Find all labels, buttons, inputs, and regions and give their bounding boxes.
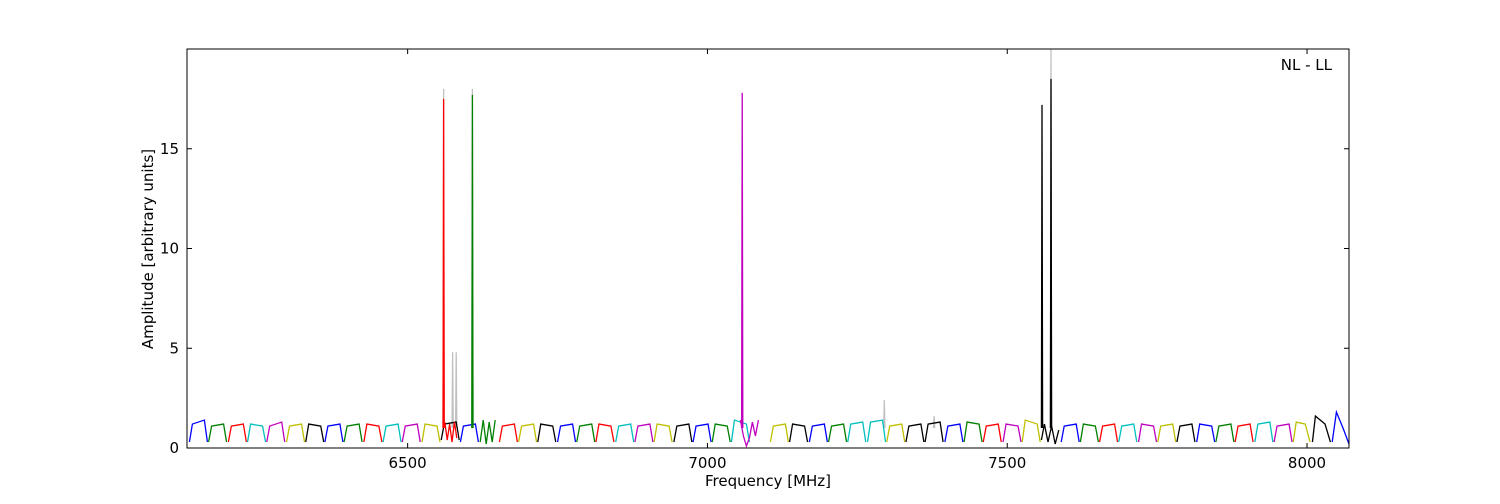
axes-frame [186, 48, 1350, 449]
spectrum-line [886, 423, 906, 443]
spectrum-line [471, 94, 474, 429]
spectrum-line [459, 423, 480, 443]
plot-area [188, 49, 1349, 448]
spectrum-line [692, 423, 712, 443]
y-tick-label: 10 [160, 240, 179, 258]
spectrum-line [740, 92, 744, 429]
spectrum-line [739, 419, 760, 448]
spectrum-line [866, 419, 887, 443]
spectrum-line [188, 419, 209, 443]
spectrum-line [363, 423, 383, 443]
y-tick-label: 5 [169, 339, 179, 357]
spectrum-line [1196, 423, 1216, 443]
y-tick-label: 0 [169, 439, 179, 457]
spectrum-line [1234, 423, 1254, 443]
spectrum-line [1002, 423, 1022, 443]
spectrum-line [944, 423, 964, 443]
spectrum-line [883, 400, 886, 429]
spectrum-line [827, 423, 848, 443]
spectrum-line [285, 423, 306, 443]
spectrum-line [498, 423, 519, 443]
spectrum-line [905, 423, 925, 443]
spectrum-line [653, 423, 673, 443]
x-tick-label: 7000 [688, 454, 726, 472]
spectrum-line [479, 419, 496, 445]
spectrum-line [444, 421, 458, 443]
spectrum-line [556, 423, 577, 443]
spectrum-line [227, 423, 248, 443]
x-tick-label: 7500 [988, 454, 1026, 472]
spectrum-line [442, 98, 445, 429]
y-axis-label: Amplitude [arbitrary units] [139, 149, 157, 349]
spectrum-line [207, 423, 228, 443]
spectrum-line [266, 421, 286, 443]
spectrum-line [615, 423, 635, 443]
spectrum-line [1040, 104, 1044, 429]
x-tick-label: 6500 [389, 454, 427, 472]
spectrum-line [537, 423, 557, 443]
spectrum-line [305, 423, 325, 443]
spectrum-line [1137, 423, 1158, 443]
x-tick-label: 8000 [1288, 454, 1326, 472]
spectrum-line [440, 421, 460, 441]
spectrum-line [1254, 421, 1274, 443]
spectrum-line [324, 423, 344, 443]
spectrum-line [1021, 419, 1041, 443]
spectrum-line [1060, 423, 1080, 443]
spectrum-line [769, 423, 790, 443]
spectrum-line [246, 423, 267, 443]
spectrum-line [1098, 423, 1119, 443]
spectrum-line [808, 423, 829, 443]
spectrum-line [1176, 423, 1196, 443]
spectrum-line [401, 423, 421, 443]
spectrum-line [1273, 423, 1293, 443]
spectrum-line [788, 423, 809, 443]
spectrum-line [1040, 423, 1060, 445]
spectrum-line [454, 352, 458, 429]
spectrum-line [924, 421, 944, 443]
spectrum-line [963, 421, 983, 443]
spectrum-line [595, 423, 615, 443]
spectrum-line [1292, 421, 1311, 443]
spectrum-line [1157, 423, 1177, 443]
spectrum-line [932, 416, 936, 429]
spectrum-line [451, 352, 454, 429]
spectrum-line [711, 423, 731, 443]
spectrum-line [421, 423, 441, 443]
spectrum-line [1311, 414, 1332, 443]
spectrum-line [1118, 423, 1138, 443]
spectrum-line [673, 423, 693, 443]
y-tick-label: 15 [160, 140, 179, 158]
spectrum-line [343, 423, 363, 443]
spectrum-line [517, 423, 538, 443]
spectrum-line [1079, 423, 1100, 443]
spectrum-line [634, 423, 654, 443]
spectrum-line [382, 423, 402, 443]
spectrum-line [1049, 78, 1053, 429]
spectrum-line [847, 421, 867, 443]
spectrum-line [982, 423, 1002, 443]
spectrum-line [576, 423, 596, 443]
spectrum-line [1215, 423, 1235, 443]
spectrum-line [1331, 409, 1349, 445]
x-axis-label: Frequency [MHz] [705, 472, 831, 490]
annotation: NL - LL [1281, 56, 1333, 74]
